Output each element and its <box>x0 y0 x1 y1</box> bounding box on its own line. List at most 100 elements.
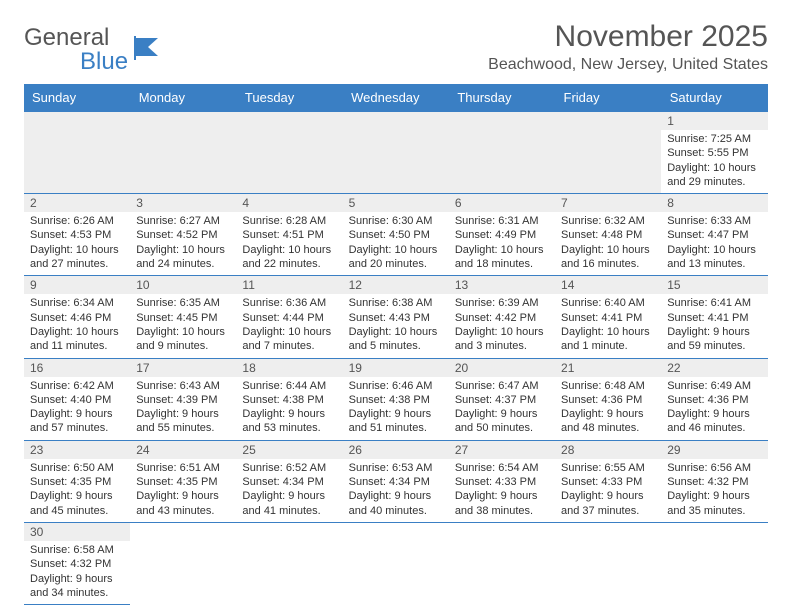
day-detail-line: and 37 minutes. <box>561 504 655 518</box>
calendar-cell: 21Sunrise: 6:48 AMSunset: 4:36 PMDayligh… <box>555 358 661 440</box>
day-detail-line: Sunrise: 6:28 AM <box>242 214 336 228</box>
day-details: Sunrise: 6:40 AMSunset: 4:41 PMDaylight:… <box>555 294 661 357</box>
logo-word1: General <box>24 24 109 51</box>
day-details: Sunrise: 6:49 AMSunset: 4:36 PMDaylight:… <box>661 377 767 440</box>
day-detail-line: Sunrise: 7:25 AM <box>667 132 761 146</box>
calendar-cell <box>449 522 555 604</box>
day-detail-line: Daylight: 9 hours <box>455 407 549 421</box>
day-number: 5 <box>343 194 449 212</box>
day-detail-line: Daylight: 9 hours <box>667 489 761 503</box>
calendar-cell: 10Sunrise: 6:35 AMSunset: 4:45 PMDayligh… <box>130 276 236 358</box>
day-details: Sunrise: 6:52 AMSunset: 4:34 PMDaylight:… <box>236 459 342 522</box>
day-detail-line: and 24 minutes. <box>136 257 230 271</box>
day-detail-line: Sunset: 4:52 PM <box>136 228 230 242</box>
day-detail-line: and 9 minutes. <box>136 339 230 353</box>
day-detail-line: Sunset: 4:43 PM <box>349 311 443 325</box>
day-detail-line: Sunset: 4:51 PM <box>242 228 336 242</box>
calendar-cell: 18Sunrise: 6:44 AMSunset: 4:38 PMDayligh… <box>236 358 342 440</box>
day-detail-line: Sunset: 4:44 PM <box>242 311 336 325</box>
day-detail-line: Sunset: 4:32 PM <box>667 475 761 489</box>
calendar-cell <box>343 112 449 194</box>
day-detail-line: and 40 minutes. <box>349 504 443 518</box>
day-details: Sunrise: 6:41 AMSunset: 4:41 PMDaylight:… <box>661 294 767 357</box>
day-details: Sunrise: 6:56 AMSunset: 4:32 PMDaylight:… <box>661 459 767 522</box>
calendar-cell <box>236 522 342 604</box>
day-number: 22 <box>661 359 767 377</box>
day-details: Sunrise: 6:28 AMSunset: 4:51 PMDaylight:… <box>236 212 342 275</box>
day-number: 19 <box>343 359 449 377</box>
day-detail-line: and 45 minutes. <box>30 504 124 518</box>
day-detail-line: Sunset: 4:38 PM <box>242 393 336 407</box>
day-number: 30 <box>24 523 130 541</box>
calendar-cell: 6Sunrise: 6:31 AMSunset: 4:49 PMDaylight… <box>449 194 555 276</box>
day-detail-line: Daylight: 10 hours <box>349 243 443 257</box>
day-details: Sunrise: 6:38 AMSunset: 4:43 PMDaylight:… <box>343 294 449 357</box>
day-detail-line: Daylight: 10 hours <box>136 325 230 339</box>
day-details: Sunrise: 6:53 AMSunset: 4:34 PMDaylight:… <box>343 459 449 522</box>
day-detail-line: Sunrise: 6:56 AM <box>667 461 761 475</box>
day-details: Sunrise: 6:27 AMSunset: 4:52 PMDaylight:… <box>130 212 236 275</box>
calendar-row: 30Sunrise: 6:58 AMSunset: 4:32 PMDayligh… <box>24 522 768 604</box>
day-detail-line: and 5 minutes. <box>349 339 443 353</box>
day-number: 18 <box>236 359 342 377</box>
day-detail-line: Daylight: 10 hours <box>30 325 124 339</box>
day-number: 9 <box>24 276 130 294</box>
day-number: 15 <box>661 276 767 294</box>
day-detail-line: Daylight: 9 hours <box>242 407 336 421</box>
day-detail-line: and 3 minutes. <box>455 339 549 353</box>
day-details: Sunrise: 6:46 AMSunset: 4:38 PMDaylight:… <box>343 377 449 440</box>
day-detail-line: Daylight: 10 hours <box>136 243 230 257</box>
day-detail-line: and 55 minutes. <box>136 421 230 435</box>
title-block: November 2025 Beachwood, New Jersey, Uni… <box>488 20 768 74</box>
calendar-cell: 9Sunrise: 6:34 AMSunset: 4:46 PMDaylight… <box>24 276 130 358</box>
calendar-cell: 7Sunrise: 6:32 AMSunset: 4:48 PMDaylight… <box>555 194 661 276</box>
day-detail-line: Daylight: 9 hours <box>349 407 443 421</box>
page-header: General Blue November 2025 Beachwood, Ne… <box>24 20 768 74</box>
day-detail-line: Daylight: 9 hours <box>561 489 655 503</box>
day-detail-line: Sunrise: 6:39 AM <box>455 296 549 310</box>
day-details: Sunrise: 6:26 AMSunset: 4:53 PMDaylight:… <box>24 212 130 275</box>
calendar-row: 1Sunrise: 7:25 AMSunset: 5:55 PMDaylight… <box>24 112 768 194</box>
logo-flag-icon <box>134 36 168 65</box>
day-detail-line: Sunrise: 6:41 AM <box>667 296 761 310</box>
calendar-cell: 11Sunrise: 6:36 AMSunset: 4:44 PMDayligh… <box>236 276 342 358</box>
day-detail-line: and 20 minutes. <box>349 257 443 271</box>
page-title: November 2025 <box>488 20 768 54</box>
day-detail-line: Sunrise: 6:32 AM <box>561 214 655 228</box>
calendar-cell: 5Sunrise: 6:30 AMSunset: 4:50 PMDaylight… <box>343 194 449 276</box>
day-number: 4 <box>236 194 342 212</box>
day-details: Sunrise: 6:44 AMSunset: 4:38 PMDaylight:… <box>236 377 342 440</box>
logo-word2: Blue <box>80 48 128 75</box>
day-detail-line: Sunrise: 6:40 AM <box>561 296 655 310</box>
day-detail-line: Daylight: 10 hours <box>242 243 336 257</box>
day-detail-line: and 11 minutes. <box>30 339 124 353</box>
calendar-cell <box>236 112 342 194</box>
calendar-cell: 13Sunrise: 6:39 AMSunset: 4:42 PMDayligh… <box>449 276 555 358</box>
day-detail-line: Sunset: 5:55 PM <box>667 146 761 160</box>
day-detail-line: Daylight: 10 hours <box>667 243 761 257</box>
day-detail-line: and 29 minutes. <box>667 175 761 189</box>
day-details: Sunrise: 6:39 AMSunset: 4:42 PMDaylight:… <box>449 294 555 357</box>
day-detail-line: and 43 minutes. <box>136 504 230 518</box>
day-detail-line: and 1 minute. <box>561 339 655 353</box>
day-detail-line: Sunrise: 6:38 AM <box>349 296 443 310</box>
calendar-cell <box>555 112 661 194</box>
day-number: 29 <box>661 441 767 459</box>
calendar-cell: 4Sunrise: 6:28 AMSunset: 4:51 PMDaylight… <box>236 194 342 276</box>
day-detail-line: Daylight: 9 hours <box>136 407 230 421</box>
day-details: Sunrise: 6:34 AMSunset: 4:46 PMDaylight:… <box>24 294 130 357</box>
calendar-table: SundayMondayTuesdayWednesdayThursdayFrid… <box>24 84 768 605</box>
day-detail-line: Sunset: 4:41 PM <box>561 311 655 325</box>
day-details: Sunrise: 6:36 AMSunset: 4:44 PMDaylight:… <box>236 294 342 357</box>
day-detail-line: and 41 minutes. <box>242 504 336 518</box>
day-detail-line: Sunrise: 6:49 AM <box>667 379 761 393</box>
day-detail-line: Sunset: 4:35 PM <box>30 475 124 489</box>
day-detail-line: and 18 minutes. <box>455 257 549 271</box>
day-detail-line: Sunset: 4:50 PM <box>349 228 443 242</box>
day-header: Tuesday <box>236 84 342 112</box>
day-number: 25 <box>236 441 342 459</box>
day-detail-line: Sunset: 4:39 PM <box>136 393 230 407</box>
day-number: 24 <box>130 441 236 459</box>
day-detail-line: Sunset: 4:41 PM <box>667 311 761 325</box>
day-number: 8 <box>661 194 767 212</box>
